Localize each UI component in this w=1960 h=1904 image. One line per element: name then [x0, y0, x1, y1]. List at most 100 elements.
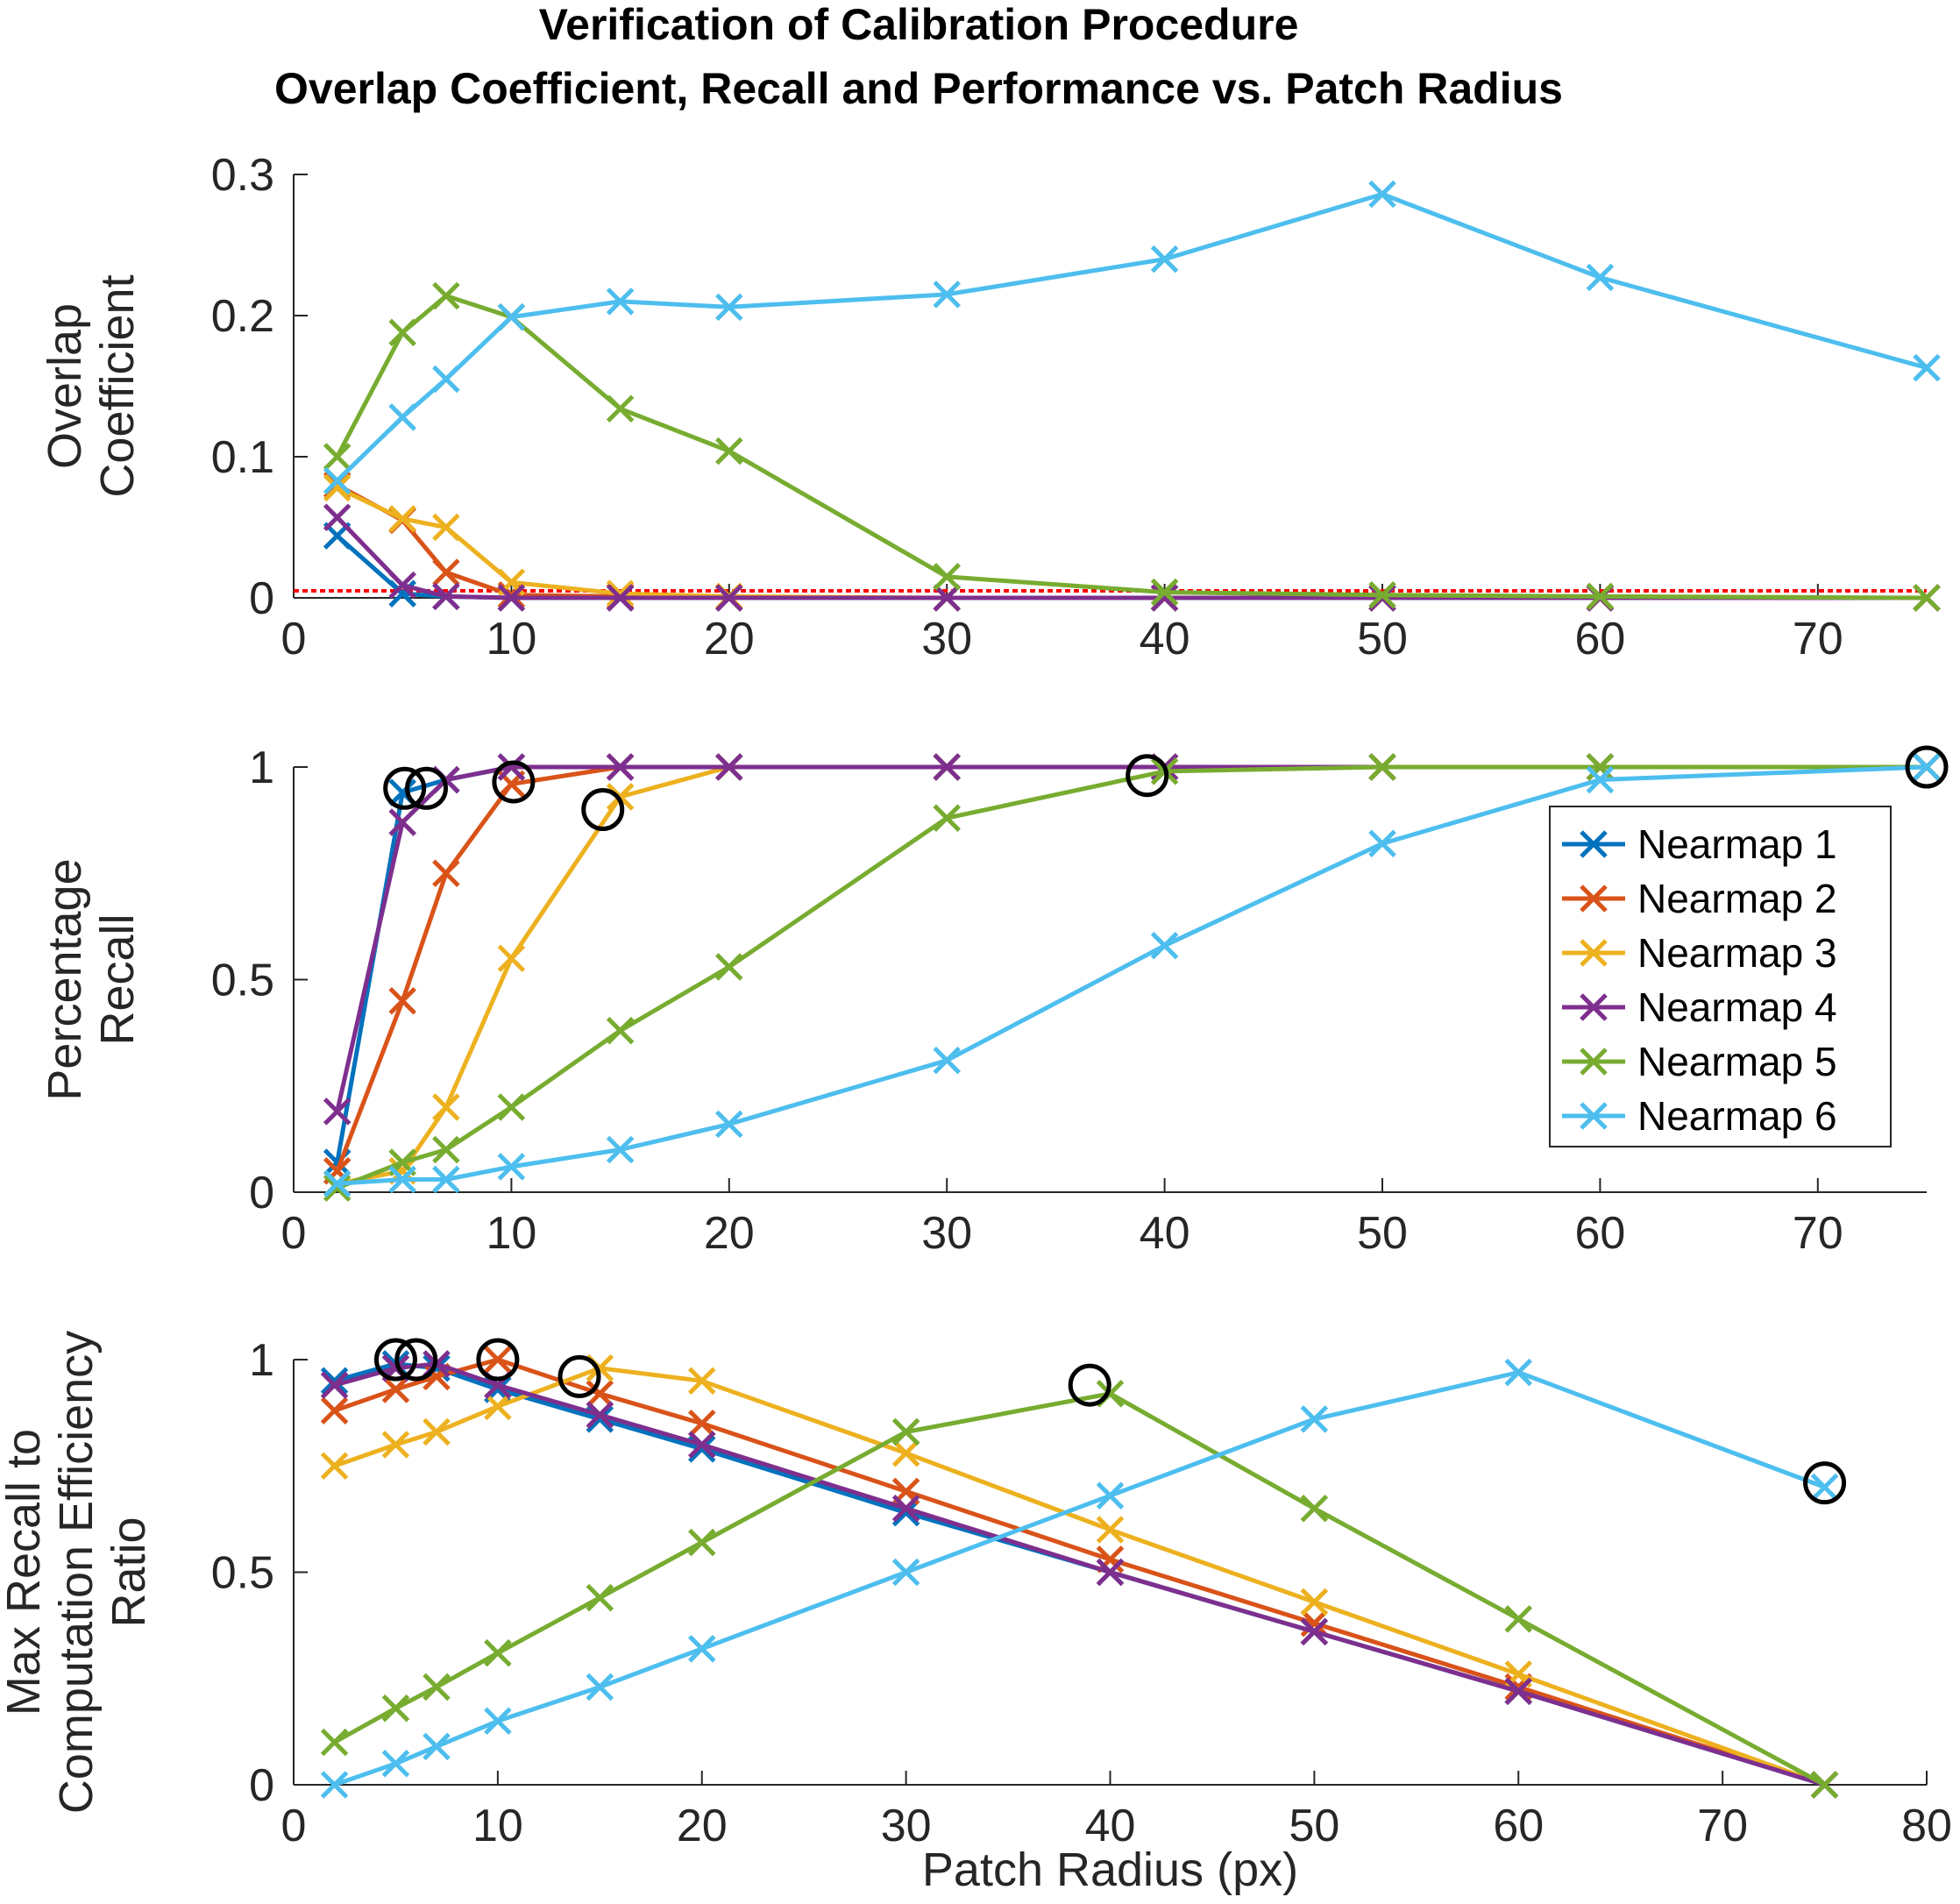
data-point-marker: [1913, 753, 1941, 781]
data-point-marker: [1150, 245, 1179, 274]
y-axis-label-line: Max Recall to: [0, 1429, 50, 1716]
data-point-marker: [715, 437, 743, 465]
data-point-marker: [1300, 1588, 1329, 1616]
data-point-marker: [388, 403, 416, 431]
x-tick-label: 30: [921, 1208, 972, 1259]
data-point-marker: [1504, 1677, 1533, 1706]
data-point-marker: [586, 1401, 614, 1429]
data-point-marker: [933, 563, 961, 591]
figure-title-line-1: Verification of Calibration Procedure: [539, 0, 1299, 49]
optimal-point-circle: [394, 1338, 438, 1382]
series-nearmap-6: [323, 180, 1941, 495]
data-point-marker: [687, 1367, 716, 1396]
data-point-marker: [432, 1135, 460, 1164]
efficiency-ratio-panel: 0 10 20 30 40 50 60 70 80 0 0.5 1 Max Recall to Compu…: [0, 1331, 1952, 1896]
x-tick-label: 10: [486, 1208, 536, 1259]
data-point-marker: [320, 1452, 349, 1481]
x-tick-label: 70: [1697, 1801, 1748, 1851]
x-tick-label: 60: [1574, 1208, 1625, 1259]
data-point-marker: [423, 1417, 451, 1446]
x-tick-label: 40: [1140, 1208, 1190, 1259]
legend-marker: [1580, 885, 1608, 913]
data-point-marker: [388, 808, 416, 836]
optimal-point-circle: [373, 1338, 417, 1382]
data-point-marker: [381, 1431, 410, 1459]
legend-label: Nearmap 3: [1637, 930, 1837, 976]
optimal-point-circle: [476, 1338, 520, 1382]
data-point-marker: [423, 1673, 451, 1702]
legend-marker: [1580, 939, 1608, 967]
y-tick-label: 0: [249, 573, 274, 624]
optimal-point-circle: [492, 760, 536, 804]
data-point-marker: [1300, 1494, 1329, 1523]
data-point-marker: [586, 1673, 614, 1702]
legend-box: [1549, 806, 1892, 1147]
legend-entry-nearmap-1: Nearmap 1: [1562, 821, 1837, 867]
data-point-marker: [484, 1346, 512, 1374]
y-axis-label-line: Recall: [91, 913, 144, 1045]
series-nearmap-6: [323, 753, 1941, 1198]
optimal-point-circle: [405, 766, 449, 810]
legend-entry-nearmap-6: Nearmap 6: [1562, 1093, 1837, 1139]
y-tick-label: 1: [249, 742, 274, 793]
data-point-marker: [586, 1380, 614, 1408]
data-point-marker: [1586, 765, 1615, 794]
data-point-marker: [1096, 1481, 1125, 1510]
data-point-marker: [1586, 753, 1615, 781]
data-point-marker: [1150, 931, 1179, 960]
data-point-marker: [891, 1558, 920, 1587]
optimal-point-circle: [383, 766, 427, 810]
data-point-marker: [497, 944, 526, 973]
x-tick-label: 40: [1140, 614, 1190, 664]
optimal-point-circle: [1068, 1363, 1111, 1407]
data-point-marker: [323, 503, 352, 531]
data-point-marker: [388, 505, 416, 533]
x-tick-label: 50: [1289, 1801, 1339, 1851]
data-point-marker: [320, 1728, 349, 1757]
legend-marker: [1580, 993, 1608, 1021]
data-point-marker: [497, 584, 526, 612]
data-point-marker: [1096, 1516, 1125, 1544]
x-tick-label: 20: [704, 614, 755, 664]
data-point-marker: [1586, 582, 1615, 611]
data-point-marker: [484, 1707, 512, 1736]
data-point-marker: [1913, 584, 1941, 612]
data-point-marker: [1810, 1771, 1839, 1799]
x-tick-label: 20: [704, 1208, 755, 1259]
data-point-marker: [388, 571, 416, 600]
x-tick-label: 10: [486, 614, 536, 664]
data-point-marker: [606, 288, 635, 316]
data-point-marker: [1504, 1358, 1533, 1387]
x-tick-label: 60: [1493, 1801, 1544, 1851]
data-point-marker: [586, 1583, 614, 1612]
legend-marker: [1580, 1102, 1608, 1130]
data-point-marker: [933, 584, 961, 612]
data-point-marker: [432, 365, 460, 394]
data-point-marker: [323, 466, 352, 495]
data-point-marker: [320, 1371, 349, 1399]
optimal-point-circle: [1126, 754, 1169, 798]
y-axis-label-line: Ratio: [103, 1517, 155, 1627]
data-point-marker: [497, 302, 526, 331]
y-axis-label-line: Coefficient: [91, 274, 144, 497]
data-point-marker: [323, 1169, 352, 1198]
data-point-marker: [381, 1375, 410, 1403]
data-point-marker: [323, 443, 352, 471]
data-point-marker: [484, 1392, 512, 1421]
optimal-point-circle: [557, 1354, 601, 1398]
data-point-marker: [1096, 1558, 1125, 1587]
data-point-marker: [432, 1093, 460, 1121]
x-tick-label: 20: [677, 1801, 728, 1851]
x-tick-label: 10: [472, 1801, 523, 1851]
data-point-marker: [715, 293, 743, 322]
x-tick-label: 0: [281, 614, 307, 664]
legend-label: Nearmap 2: [1637, 876, 1837, 921]
y-axis-label-line: Percentage: [39, 858, 91, 1100]
legend-entry-nearmap-3: Nearmap 3: [1562, 930, 1837, 976]
y-tick-label: 0.5: [211, 1548, 274, 1599]
legend-label: Nearmap 5: [1637, 1039, 1837, 1084]
y-axis-label-line: Overlap: [39, 303, 91, 469]
data-point-marker: [1368, 753, 1396, 781]
data-point-marker: [323, 1174, 352, 1202]
